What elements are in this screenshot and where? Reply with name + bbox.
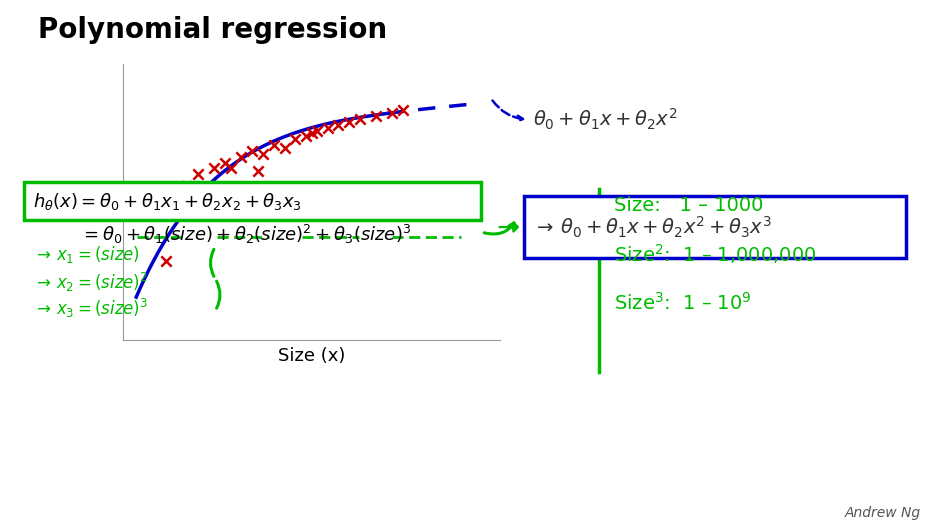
Point [207,164,222,173]
Point [223,164,238,173]
Text: $\rightarrow$: $\rightarrow$ [491,212,520,239]
Point [159,257,174,266]
Point [250,167,265,176]
Text: $h_\theta(x) = \theta_0 + \theta_1 x_1 + \theta_2 x_2 + \theta_3 x_3$: $h_\theta(x) = \theta_0 + \theta_1 x_1 +… [33,191,302,212]
Y-axis label: Price
(y): Price (y) [59,182,103,221]
Point [331,121,346,129]
Point [180,182,195,190]
Point [234,152,249,161]
Text: Polynomial regression: Polynomial regression [38,16,387,44]
Point [169,199,184,208]
Text: $\theta_0 + \theta_1 x + \theta_2 x^2$: $\theta_0 + \theta_1 x + \theta_2 x^2$ [533,107,678,132]
Point [369,112,384,121]
X-axis label: Size (x): Size (x) [278,347,346,365]
Text: Size$^2$:  1 – 1,000,000: Size$^2$: 1 – 1,000,000 [614,242,817,266]
Text: $\rightarrow\, x_3 = (size)^3$: $\rightarrow\, x_3 = (size)^3$ [33,297,148,321]
Text: Size:   1 – 1000: Size: 1 – 1000 [614,196,763,216]
Point [277,144,292,152]
Point [212,184,228,193]
Point [352,115,367,123]
Point [320,123,335,132]
Point [385,109,400,117]
Point [342,117,357,126]
Point [191,170,206,178]
Point [310,126,325,135]
Point [244,147,260,155]
Text: $= \theta_0 + \theta_1(size) + \theta_2(size)^2 + \theta_3(size)^3$: $= \theta_0 + \theta_1(size) + \theta_2(… [80,223,412,246]
Text: Size$^3$:  1 – $10^9$: Size$^3$: 1 – $10^9$ [614,292,751,314]
Point [396,106,411,115]
Point [256,150,271,158]
Text: $\rightarrow\, x_1 = (size)$: $\rightarrow\, x_1 = (size)$ [33,244,140,266]
Point [218,158,233,167]
Point [288,135,303,143]
Text: $\rightarrow\, \theta_0 + \theta_1 x + \theta_2 x^2 + \theta_3 x^3$: $\rightarrow\, \theta_0 + \theta_1 x + \… [533,215,772,239]
Text: Andrew Ng: Andrew Ng [844,507,920,520]
Point [266,141,281,149]
Text: $\rightarrow\, x_2 = (size)^2$: $\rightarrow\, x_2 = (size)^2$ [33,271,148,294]
Point [304,129,319,138]
Point [298,132,313,141]
